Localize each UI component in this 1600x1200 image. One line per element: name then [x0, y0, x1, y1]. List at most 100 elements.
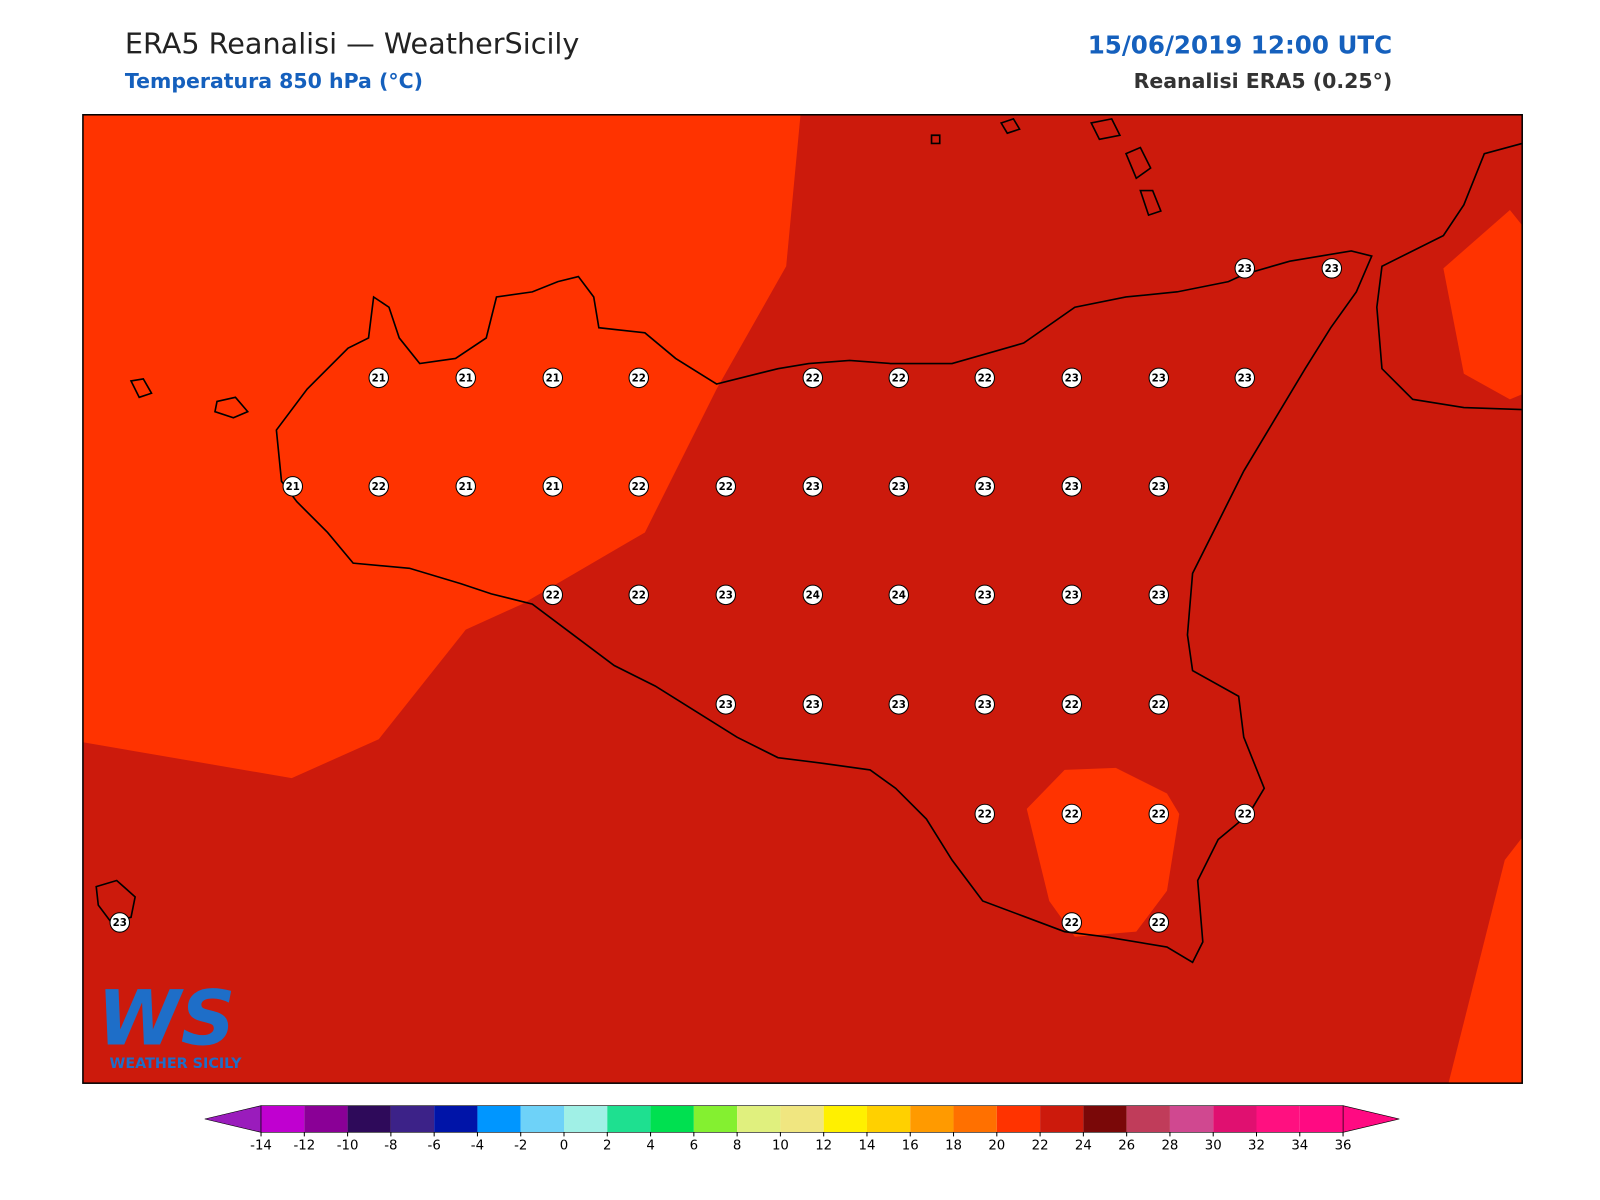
station-value: 23 — [719, 590, 733, 601]
station-marker — [542, 584, 564, 606]
colorbar-extend — [204, 1105, 262, 1133]
colorbar-tick-label: 16 — [902, 1139, 919, 1154]
station-value: 22 — [1065, 918, 1079, 929]
colorbar-bin — [434, 1105, 478, 1133]
temperature-field — [82, 114, 801, 779]
colorbar-bin — [910, 1105, 954, 1133]
station-marker — [802, 584, 824, 606]
colorbar-bin — [607, 1105, 651, 1133]
station-marker — [974, 476, 996, 497]
station-value: 24 — [806, 590, 820, 601]
station-marker — [542, 476, 564, 497]
station-marker — [1061, 476, 1083, 497]
station-marker — [715, 476, 737, 497]
title: ERA5 Reanalisi — WeatherSicily — [125, 26, 580, 60]
temperature-field — [1443, 209, 1523, 400]
colorbar-tick-label: -10 — [337, 1139, 359, 1154]
station-value: 23 — [1152, 590, 1166, 601]
station-value: 23 — [806, 482, 820, 493]
station-value: 21 — [286, 482, 300, 493]
colorbar-bin — [477, 1105, 521, 1133]
station-marker — [802, 694, 824, 715]
colorbar-tick-label: 4 — [646, 1139, 654, 1154]
colorbar-tick-label: 8 — [733, 1139, 741, 1154]
colorbar-bin — [866, 1105, 911, 1133]
colorbar-bin — [304, 1105, 348, 1133]
station-value: 24 — [892, 590, 906, 601]
logo-name: WEATHER SICILY — [110, 1056, 243, 1072]
colorbar-tick-label: -4 — [471, 1139, 484, 1154]
source: Reanalisi ERA5 (0.25°) — [1134, 69, 1393, 93]
colorbar-bin — [823, 1105, 867, 1133]
colorbar-bin — [953, 1105, 997, 1133]
station-marker — [888, 584, 910, 606]
station-value: 23 — [978, 482, 992, 493]
station-marker — [1061, 694, 1083, 715]
colorbar-bin — [737, 1105, 781, 1133]
colorbar-tick-label: 12 — [815, 1139, 832, 1154]
station-value: 22 — [1238, 810, 1252, 821]
station-value: 22 — [632, 482, 646, 493]
colorbar-bin — [1256, 1105, 1300, 1133]
colorbar-tick-label: -8 — [384, 1139, 397, 1154]
station-value: 23 — [1065, 590, 1079, 601]
colorbar-bin — [996, 1105, 1041, 1133]
colorbar-tick-label: 22 — [1032, 1139, 1049, 1154]
station-marker — [1321, 258, 1343, 279]
colorbar-tick-label: 26 — [1118, 1139, 1135, 1154]
map: 23 23 21 21 21 22 22 22 22 23 23 23 21 22 21 21 22 22 23 23… — [82, 114, 1523, 1084]
station-marker — [1234, 258, 1256, 279]
station-value: 21 — [372, 373, 386, 384]
colorbar-tick-label: 32 — [1248, 1139, 1265, 1154]
colorbar-bin — [1083, 1105, 1127, 1133]
colorbar: -14 -12 -10 -8 -6 -4 -2 0 2 4 6 8 10 12 14 16 18 20 22 24 26… — [204, 1105, 1400, 1154]
station-value: 22 — [1152, 810, 1166, 821]
colorbar-bin — [1299, 1105, 1344, 1133]
colorbar-bin — [650, 1105, 694, 1133]
station-marker — [1061, 584, 1083, 606]
station-value: 23 — [1238, 264, 1252, 275]
station-marker — [368, 367, 389, 389]
colorbar-tick-label: 36 — [1335, 1139, 1352, 1154]
station-marker — [628, 367, 650, 389]
station-value: 22 — [546, 590, 560, 601]
station-value: 21 — [459, 482, 473, 493]
station-value: 21 — [546, 373, 560, 384]
colorbar-tick-label: -14 — [250, 1139, 272, 1154]
station-value: 23 — [1152, 482, 1166, 493]
station-marker — [888, 476, 910, 497]
station-value: 22 — [978, 373, 992, 384]
station-value: 22 — [1065, 700, 1079, 711]
station-value: 22 — [632, 373, 646, 384]
colorbar-extend — [1342, 1105, 1400, 1133]
colorbar-tick-label: 6 — [690, 1139, 698, 1154]
station-value: 23 — [892, 482, 906, 493]
map-frame — [82, 114, 1523, 1084]
colorbar-tick-label: 0 — [560, 1139, 568, 1154]
colorbar-tick-label: 34 — [1291, 1139, 1308, 1154]
station-value: 23 — [1238, 373, 1252, 384]
colorbar-bin — [1169, 1105, 1214, 1133]
station-marker — [628, 584, 650, 606]
station-value: 22 — [1152, 918, 1166, 929]
station-marker — [715, 694, 737, 715]
logo: WS WEATHER SICILY — [97, 974, 242, 1072]
station-value: 23 — [978, 590, 992, 601]
station-marker — [802, 367, 824, 389]
station-marker — [974, 694, 996, 715]
station-marker — [282, 476, 304, 497]
station-value: 23 — [113, 918, 127, 929]
datetime: 15/06/2019 12:00 UTC — [1088, 30, 1392, 59]
station-marker — [715, 584, 737, 606]
station-value: 23 — [892, 700, 906, 711]
colorbar-bin — [347, 1105, 391, 1133]
temperature-field — [1448, 837, 1523, 1084]
colorbar-tick-label: 28 — [1161, 1139, 1178, 1154]
station-marker — [1148, 694, 1170, 715]
station-marker — [455, 476, 477, 497]
station-marker — [368, 476, 389, 497]
station-value: 23 — [978, 700, 992, 711]
colorbar-tick-label: -6 — [428, 1139, 441, 1154]
colorbar-bin — [261, 1105, 305, 1133]
station-value: 23 — [1152, 373, 1166, 384]
